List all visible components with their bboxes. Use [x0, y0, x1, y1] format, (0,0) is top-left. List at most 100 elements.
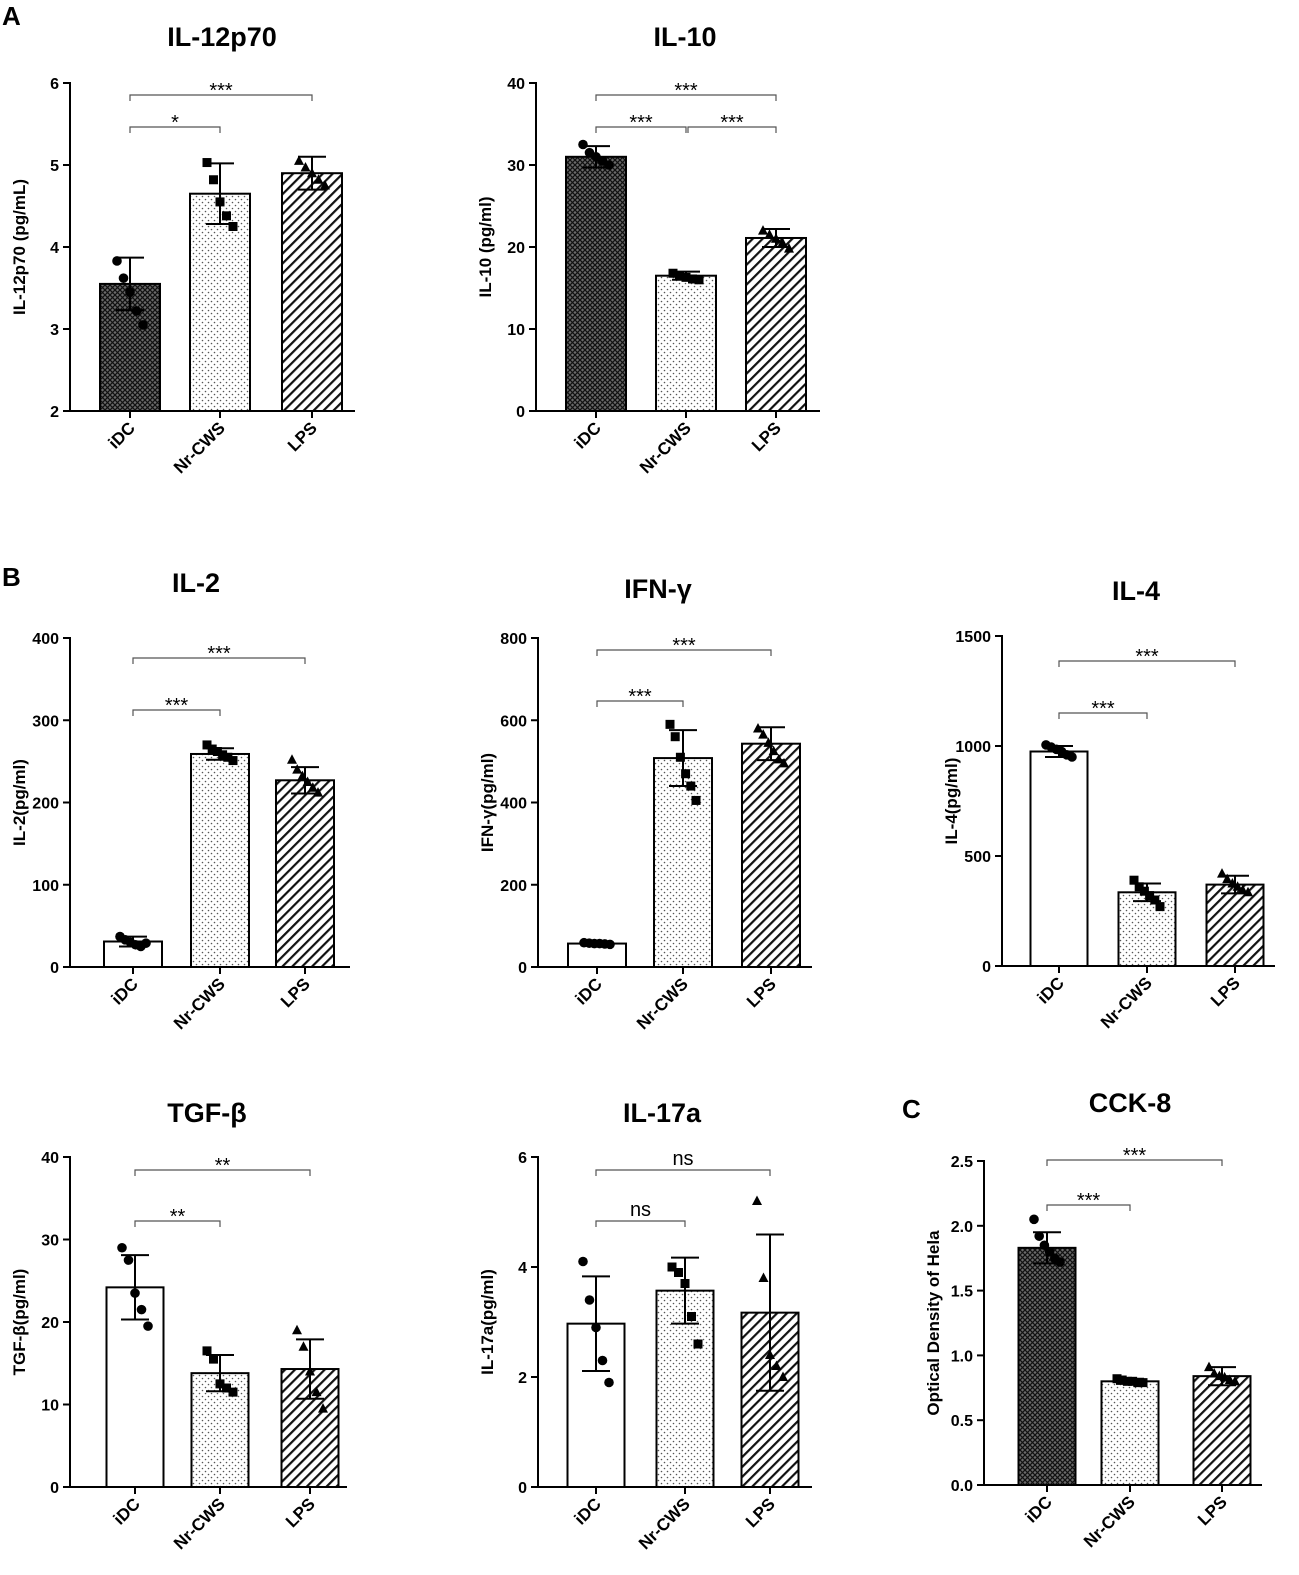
x-tick-label: iDC [1034, 973, 1068, 1007]
y-tick-label: 6 [50, 76, 59, 93]
x-tick-label: LPS [1194, 1492, 1231, 1529]
data-point [578, 1256, 588, 1267]
y-tick-label: 30 [507, 158, 525, 175]
y-tick-label: 2.0 [951, 1219, 973, 1236]
significance-label: *** [209, 80, 233, 102]
bar-nr-cws [190, 752, 250, 968]
data-point [686, 781, 696, 791]
data-point [123, 1255, 134, 1265]
bar-nr-cws [1100, 1380, 1160, 1486]
data-point [668, 268, 678, 278]
significance-bracket [129, 126, 221, 133]
significance-bracket [687, 126, 777, 133]
y-tick-label: 200 [500, 878, 527, 895]
significance-bracket [129, 94, 313, 101]
significance-bracket [596, 649, 772, 656]
chart-title: IL-4 [1112, 576, 1160, 606]
y-tick-label: 30 [41, 1233, 59, 1250]
data-point [674, 1268, 683, 1277]
data-point [136, 1304, 147, 1315]
data-point [305, 1366, 315, 1376]
significance-label: *** [674, 80, 698, 102]
y-axis-label: IL-12p70 (pg/mL) [10, 179, 29, 315]
significance-bracket [134, 1169, 311, 1176]
x-tick-label: LPS [748, 418, 785, 455]
data-point [297, 770, 308, 781]
y-tick-label: 1.5 [951, 1284, 973, 1301]
x-tick-label: Nr-CWS [170, 418, 229, 477]
data-point [209, 1354, 218, 1364]
y-tick-label: 0 [518, 960, 527, 977]
data-point [771, 233, 781, 243]
data-point [773, 753, 784, 764]
y-tick-label: 5 [50, 158, 59, 175]
data-point [218, 750, 228, 760]
y-tick-label: 40 [507, 76, 525, 93]
data-point [1243, 886, 1253, 897]
bar-lps [745, 236, 807, 412]
significance-bracket [595, 1169, 771, 1176]
data-point [1044, 1246, 1055, 1257]
x-tick-label: LPS [277, 974, 314, 1011]
y-tick-label: 0 [982, 959, 991, 976]
significance-bracket [595, 1220, 686, 1227]
data-point [138, 320, 148, 330]
bar-nr-cws [1117, 891, 1177, 967]
data-point [300, 161, 311, 172]
data-point [294, 155, 304, 165]
data-point [1112, 1374, 1122, 1384]
significance-bracket [595, 94, 777, 101]
data-point [287, 754, 297, 764]
data-point [779, 757, 789, 768]
bar-nr-cws [189, 192, 251, 412]
data-point [1230, 1375, 1240, 1386]
data-point [1204, 1361, 1214, 1372]
panel-label-b: B [2, 562, 21, 592]
y-tick-label: 0 [518, 1480, 527, 1497]
data-point [1145, 891, 1155, 901]
y-tick-label: 500 [964, 849, 991, 866]
y-tick-label: 3 [50, 322, 59, 339]
y-axis-label: IFN-γ(pg/ml) [478, 753, 497, 852]
data-point [758, 1272, 769, 1282]
y-tick-label: 0 [516, 404, 525, 421]
data-point [209, 175, 218, 185]
data-point [307, 782, 318, 792]
data-point [1209, 1368, 1220, 1378]
data-point [777, 237, 788, 247]
data-point [1232, 881, 1243, 891]
x-tick-label: Nr-CWS [170, 1494, 229, 1553]
significance-label: ns [672, 1148, 693, 1170]
chart-il4: IL-4 IL-4(pg/ml) 0 500 1000 1500 iDC Nr-CWS LPS *… [942, 576, 1275, 1032]
data-point [1133, 1378, 1143, 1388]
chart-title: IL-17a [623, 1098, 702, 1128]
significance-label: ns [630, 1199, 651, 1221]
significance-label: *** [1091, 698, 1115, 720]
significance-label: *** [165, 695, 189, 717]
bar-lps [741, 742, 801, 968]
y-tick-label: 0 [50, 960, 59, 977]
data-point [605, 939, 615, 950]
data-point [1217, 868, 1227, 878]
data-point [1117, 1375, 1127, 1385]
significance-label: *** [720, 112, 744, 134]
bar-lps [281, 172, 343, 412]
data-point [693, 1339, 703, 1349]
data-point [665, 719, 675, 729]
y-tick-label: 200 [32, 796, 59, 813]
x-tick-label: LPS [284, 418, 321, 455]
data-point [1055, 1257, 1065, 1267]
data-point [222, 211, 231, 221]
data-point [212, 747, 222, 757]
data-point [1138, 1378, 1148, 1388]
data-point [778, 1371, 788, 1381]
data-point [763, 737, 774, 747]
data-point [771, 1360, 782, 1370]
data-point [320, 180, 330, 190]
data-point [298, 1341, 309, 1351]
x-tick-label: Nr-CWS [633, 974, 692, 1033]
bar-lps [275, 779, 335, 968]
data-point [667, 1262, 677, 1272]
chart-tgf-beta: TGF-β TGF-β(pg/ml) 0 10 20 30 40 iDC Nr-CWS LPS **… [10, 1098, 347, 1553]
bar-idc [1017, 1246, 1077, 1487]
